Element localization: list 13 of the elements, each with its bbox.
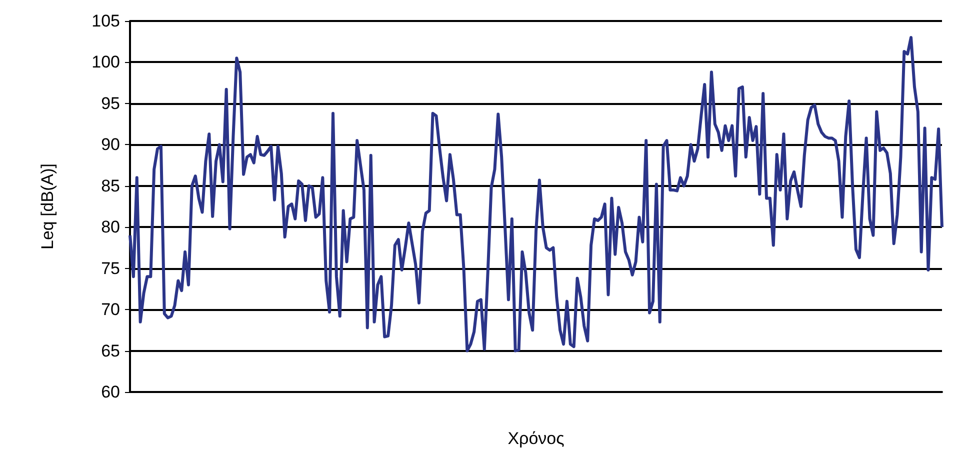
y-tick-label: 100 <box>92 52 120 72</box>
y-tick-label: 65 <box>101 341 120 360</box>
y-tick-label: 90 <box>101 135 120 154</box>
line-series <box>128 36 944 352</box>
y-tick-label: 80 <box>101 218 120 237</box>
x-axis-title: Χρόνος <box>508 429 564 448</box>
y-tick-label: 70 <box>101 300 120 320</box>
y-tick-label: 75 <box>101 258 120 278</box>
y-axis-title: Leq [dB(A)] <box>38 164 57 250</box>
y-tick-label: 95 <box>101 94 120 113</box>
y-tick-label: 60 <box>101 382 120 402</box>
y-tick-label: 105 <box>92 12 120 30</box>
y-tick-label: 85 <box>101 176 120 196</box>
